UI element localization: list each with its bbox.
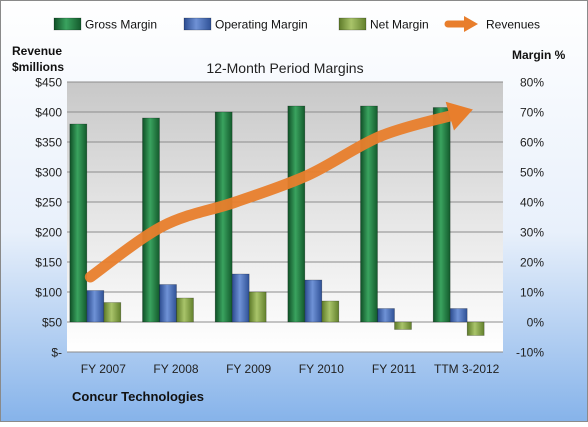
y-left-tick-label: $150 [35,256,62,270]
net-margin-bar [466,321,485,336]
legend-gross-margin-swatch [53,17,82,31]
legend-operating-margin-label: Operating Margin [215,18,308,32]
gridlines [67,81,503,353]
y-left-tick-labels: $- $50 $100 $150 $200 $250 $300 $350 $400 $450 [35,76,62,360]
legend: Gross Margin Operating Margin Net Margin Re… [53,16,540,32]
y-left-tick-label: $50 [42,316,62,330]
legend-net-margin-label: Net Margin [370,18,429,32]
revenue-arrowhead [445,101,473,131]
y-left-tick-label: $450 [35,76,62,90]
x-tick-label: TTM 3-2012 [434,362,500,376]
revenue-line [84,109,460,283]
operating-margin-bar [449,308,468,323]
legend-revenues-label: Revenues [486,18,540,32]
y-left-label-line1: Revenue [12,44,62,58]
legend-revenues-swatch-head [464,16,478,32]
y-left-tick-label: $200 [35,226,62,240]
operating-margin-bar [231,273,250,323]
y-right-tick-label: 50% [520,166,544,180]
net-margin-bar [321,300,340,323]
y-right-tick-label: 10% [520,286,544,300]
y-left-tick-label: $- [51,346,62,360]
net-margin-bar [103,302,122,323]
y-right-tick-label: 70% [520,106,544,120]
operating-margin-bar [86,290,105,323]
y-left-label-line2: $millions [12,60,64,74]
legend-operating-margin-swatch [183,17,212,31]
net-margin-bar [248,291,267,323]
x-tick-label: FY 2010 [299,362,344,376]
y-right-tick-label: 20% [520,256,544,270]
operating-margin-bar [304,279,323,323]
gross-margin-bar [360,105,378,323]
y-left-tick-label: $100 [35,286,62,300]
y-right-tick-label: 60% [520,136,544,150]
plot-area [67,82,503,352]
y-right-tick-label: 30% [520,226,544,240]
y-right-label: Margin % [512,48,566,62]
y-right-tick-label: 0% [527,316,545,330]
y-left-tick-label: $400 [35,106,62,120]
y-left-tick-label: $300 [35,166,62,180]
operating-margin-bar [159,284,177,323]
y-right-tick-label: -10% [516,346,544,360]
y-left-tick-label: $250 [35,196,62,210]
gross-margin-bar [69,123,88,323]
gross-margin-bar [287,105,306,323]
legend-gross-margin-label: Gross Margin [85,18,157,32]
bars-group [69,105,485,336]
y-left-tick-label: $350 [35,136,62,150]
legend-net-margin-swatch [338,17,367,31]
y-right-tick-label: 80% [520,76,544,90]
revenue-line-group [84,101,473,283]
gross-margin-bar [432,107,451,323]
x-tick-labels: FY 2007 FY 2008 FY 2009 FY 2010 FY 2011 TTM 3… [81,362,500,376]
y-right-tick-labels: -10% 0% 10% 20% 30% 40% 50% 60% 70% 80% [516,76,544,360]
x-tick-label: FY 2009 [226,362,271,376]
operating-margin-bar [377,308,395,323]
gross-margin-bar [142,117,160,323]
x-tick-label: FY 2011 [372,362,417,376]
net-margin-bar [176,297,194,323]
net-margin-bar [394,321,412,330]
x-tick-label: FY 2007 [81,362,126,376]
company-label: Concur Technologies [72,389,204,404]
gross-margin-bar [214,111,233,323]
y-right-tick-label: 40% [520,196,544,210]
x-tick-label: FY 2008 [153,362,198,376]
chart-title: 12-Month Period Margins [206,60,363,76]
